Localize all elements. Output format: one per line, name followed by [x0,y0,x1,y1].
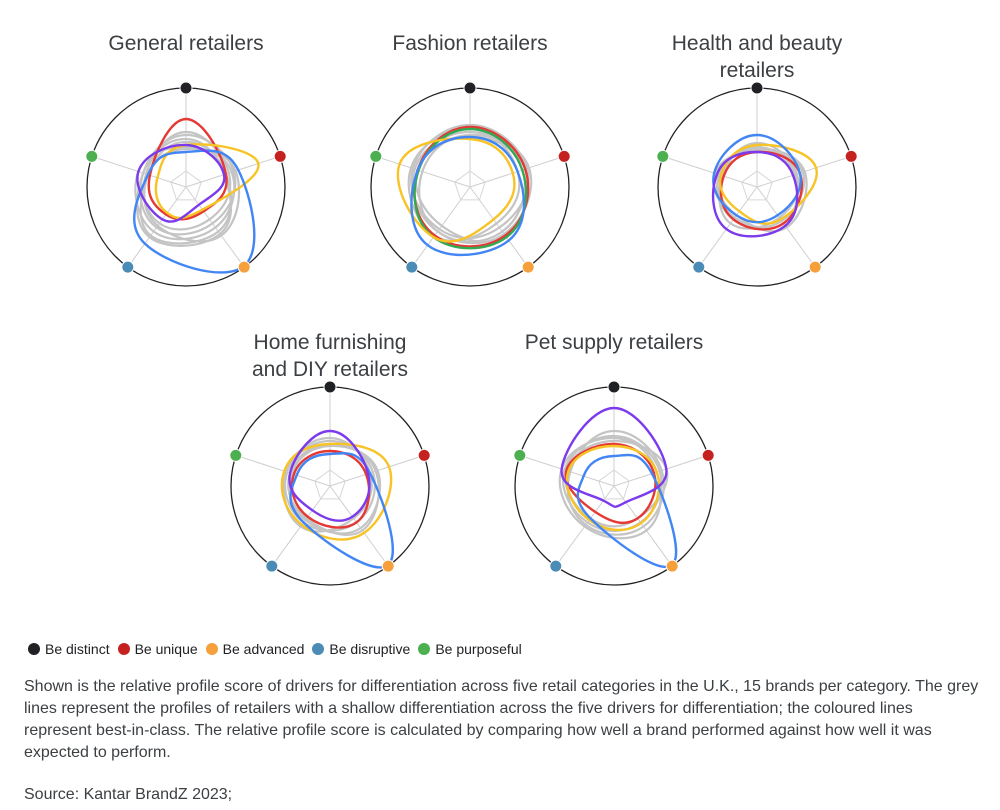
chart-caption: Shown is the relative profile score of d… [24,678,979,761]
grey-profile-line [566,429,665,536]
axis-marker-dot [405,260,419,274]
axis-marker-dot [179,81,193,95]
radar-chart: Home furnishing and DIY retailers [229,331,431,586]
axis-marker-dot [237,260,251,274]
axis-marker-dot [85,149,99,163]
series-line [133,149,256,274]
radar-chart: Health and beauty retailers [656,32,858,287]
series-line [560,406,668,508]
axis-marker-dot [557,149,571,163]
legend-dot-icon [418,643,431,655]
grey-profile-line [562,434,663,533]
inner-grid [170,170,202,201]
radar-chart: General retailers [85,32,287,287]
axis-marker-dot [417,448,431,462]
legend: Be distinct Be unique Be advanced Be dis… [28,639,530,659]
legend-item-advanced: Be advanced [205,641,305,657]
axis-marker-dot [701,448,715,462]
legend-dot-icon [117,643,130,655]
legend-label: Be distinct [45,641,110,657]
legend-item-purposeful: Be purposeful [418,641,522,657]
series-line [718,143,818,225]
series-line [396,137,516,243]
series-line [290,449,371,529]
series-line [564,442,657,525]
axis-marker-dot [549,559,563,573]
axis-marker-dot [808,260,822,274]
radar-charts: General retailers Fashion retailers Health… [85,32,858,586]
axis-marker-dot [229,448,243,462]
axis-marker-dot [692,260,706,274]
axis-marker-dot [607,380,621,394]
chart-title: Health and beauty [672,32,843,55]
series-line [288,429,371,522]
axis-marker-dot [323,380,337,394]
radar-chart: Fashion retailers [369,32,571,287]
series-line [410,135,526,257]
series-line [711,150,799,238]
chart-title: General retailers [108,32,263,55]
legend-item-disruptive: Be disruptive [312,641,410,657]
axis-marker-dot [121,260,135,274]
legend-label: Be advanced [222,641,305,657]
series-line [712,133,802,224]
legend-dot-icon [312,643,325,655]
axis-marker-dot [463,81,477,95]
legend-item-unique: Be unique [117,641,198,657]
axis-marker-dot [369,149,383,163]
axis-marker-dot [521,260,535,274]
chart-title: Home furnishing [254,331,407,354]
chart-title: Fashion retailers [392,32,547,55]
axis-marker-dot [844,149,858,163]
series-line [280,442,393,541]
series-line [136,143,226,223]
series-line [154,143,260,220]
legend-label: Be purposeful [435,641,522,657]
series-line [565,444,661,532]
inner-grid [598,469,630,500]
chart-title: retailers [720,59,795,82]
axis-marker-dot [656,149,670,163]
chart-title: Pet supply retailers [525,331,704,354]
source-note: Source: Kantar BrandZ 2023; [24,786,233,803]
legend-label: Be disruptive [329,641,411,657]
inner-grid [741,170,773,201]
inner-grid [314,469,346,500]
axis-marker-dot [381,559,395,573]
inner-grid [454,170,486,201]
legend-dot-icon [28,643,40,655]
grey-profile-line [142,130,232,231]
legend-item-distinct: Be distinct [28,641,110,657]
series-line [289,452,394,569]
legend-label: Be unique [134,641,198,657]
chart-title: and DIY retailers [252,358,408,381]
axis-marker-dot [273,149,287,163]
axis-marker-dot [513,448,527,462]
axis-marker-dot [265,559,279,573]
grey-profile-line [418,133,533,245]
axis-marker-dot [665,559,679,573]
axis-spoke [662,155,758,188]
radar-chart: Pet supply retailers [513,331,715,586]
axis-marker-dot [750,81,764,95]
series-line [576,453,678,569]
legend-dot-icon [205,643,218,655]
